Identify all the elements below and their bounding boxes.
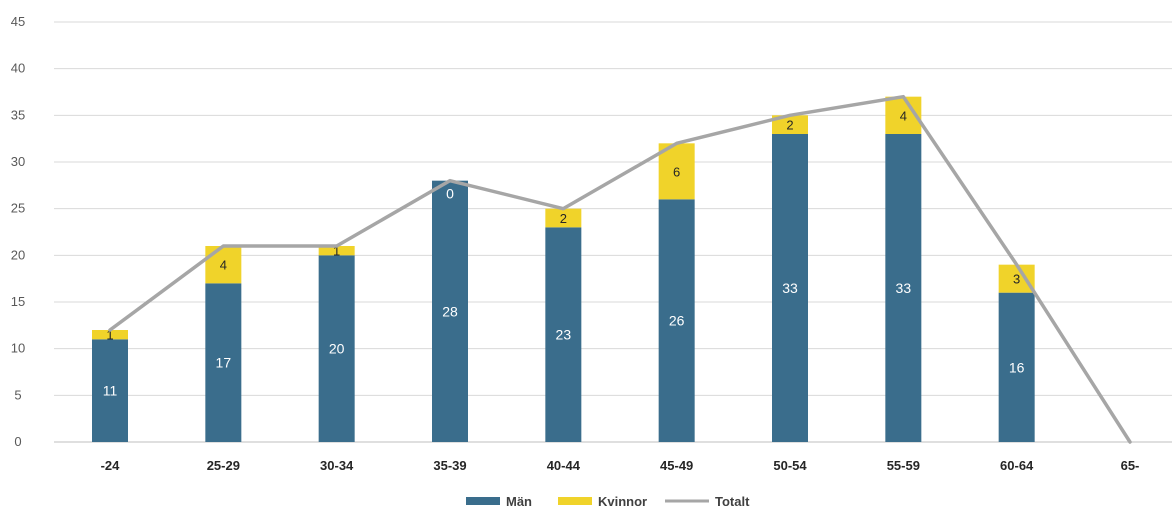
bar-man-label: 16 [1009, 359, 1025, 375]
legend-swatch [466, 497, 500, 505]
bar-man [432, 180, 468, 442]
bar-man-label: 33 [896, 280, 912, 296]
bar-woman [205, 246, 242, 284]
legend: Män Kvinnor Totalt [466, 494, 750, 509]
bar-woman-label: 0 [446, 186, 454, 202]
x-tick-label: 35-39 [433, 458, 466, 473]
total-line [108, 94, 1132, 444]
x-tick-label: 45-49 [660, 458, 693, 473]
bar-man-label: 33 [782, 280, 798, 296]
bar-man-label: 28 [442, 303, 458, 319]
legend-label: Män [506, 494, 532, 509]
y-tick-label: 35 [11, 107, 25, 122]
bar-man [658, 199, 695, 442]
bar-woman [998, 264, 1035, 293]
bar-man [92, 339, 128, 442]
x-tick-label: 40-44 [547, 458, 581, 473]
bar-woman-label: 1 [333, 244, 340, 259]
bar-woman [318, 246, 355, 256]
y-axis-ticks: 0 5 10 15 20 25 30 35 40 45 [11, 14, 25, 449]
bar-woman-label: 2 [560, 211, 567, 226]
bar-woman-label: 6 [673, 164, 680, 179]
bar-woman-label: 4 [220, 258, 227, 273]
y-tick-label: 0 [14, 434, 21, 449]
bar-man-label: 23 [556, 327, 572, 343]
x-tick-label: 60-64 [1000, 458, 1034, 473]
bar-woman-label: 2 [786, 118, 793, 133]
legend-label: Kvinnor [598, 494, 647, 509]
bar-man-label: 11 [103, 383, 118, 399]
legend-label: Totalt [715, 494, 750, 509]
bar-woman [658, 143, 695, 200]
x-tick-label: 25-29 [207, 458, 240, 473]
x-axis-ticks: -24 25-29 30-34 35-39 40-44 45-49 50-54 55-59 60… [101, 458, 1140, 473]
y-tick-label: 10 [11, 341, 25, 356]
bar-man [545, 227, 582, 442]
bar-man [998, 292, 1035, 442]
x-tick-label: -24 [101, 458, 121, 473]
x-tick-label: 50-54 [773, 458, 807, 473]
bar-man [318, 255, 355, 442]
x-tick-label: 65- [1121, 458, 1140, 473]
bar-man-label: 20 [329, 341, 345, 357]
bar-woman [92, 330, 128, 340]
total-series-line [108, 94, 1132, 444]
y-tick-label: 45 [11, 14, 25, 29]
y-tick-label: 5 [14, 387, 21, 402]
y-tick-label: 15 [11, 294, 25, 309]
y-tick-label: 20 [11, 247, 25, 262]
bar-man-label: 17 [216, 355, 232, 371]
bar-man [772, 134, 808, 442]
bar-man-label: 26 [669, 313, 685, 329]
bar-woman-label: 4 [900, 108, 907, 123]
legend-swatch [558, 497, 592, 505]
bar-woman [545, 208, 582, 228]
bar-man [885, 134, 922, 442]
bar-woman [772, 115, 808, 134]
bar-woman-label: 3 [1013, 272, 1020, 287]
y-tick-label: 40 [11, 61, 25, 76]
y-tick-label: 30 [11, 154, 25, 169]
x-tick-label: 55-59 [887, 458, 920, 473]
bar-woman-label: 1 [106, 328, 113, 343]
y-tick-label: 25 [11, 201, 25, 216]
x-tick-label: 30-34 [320, 458, 354, 473]
bar-man [205, 283, 242, 442]
